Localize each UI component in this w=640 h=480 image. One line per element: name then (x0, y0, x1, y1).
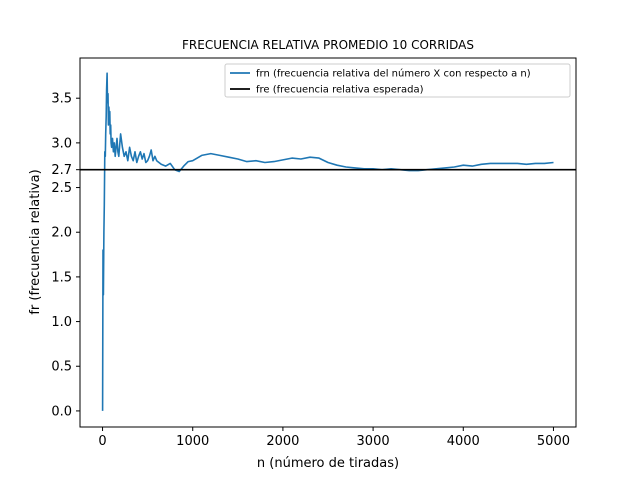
y-tick-label: 1.0 (51, 315, 72, 330)
y-tick-label: 2.5 (51, 181, 72, 196)
x-tick-label: 5000 (537, 434, 570, 449)
y-axis-label: fr (frecuencia relativa) (28, 169, 43, 314)
y-tick-label: 3.5 (51, 92, 72, 107)
y-tick-label: 3.0 (51, 136, 72, 151)
plot-area (80, 72, 576, 411)
y-axis-ticks: 0.0 0.5 1.0 1.5 2.0 2.5 2.7 3.0 3.5 (51, 92, 80, 419)
legend-label: frn (frecuencia relativa del número X co… (256, 68, 531, 80)
legend: frn (frecuencia relativa del número X co… (224, 63, 571, 98)
x-tick-label: 0 (98, 434, 106, 449)
chart-title: FRECUENCIA RELATIVA PROMEDIO 10 CORRIDAS (182, 38, 474, 52)
y-tick-label: 0.5 (51, 360, 72, 375)
x-axis-ticks: 0 1000 2000 3000 4000 5000 (98, 427, 570, 449)
y-tick-label: 0.0 (51, 404, 72, 419)
y-tick-label: 2.7 (51, 163, 72, 178)
legend-label: fre (frecuencia relativa esperada) (256, 85, 424, 96)
axes-frame (79, 57, 577, 428)
x-tick-label: 1000 (176, 434, 209, 449)
x-axis-label: n (número de tiradas) (257, 456, 399, 471)
legend-box (224, 63, 571, 98)
legend-item: fre (frecuencia relativa esperada) (230, 85, 424, 96)
legend-item: frn (frecuencia relativa del número X co… (230, 68, 531, 80)
y-tick-label: 2.0 (51, 226, 72, 241)
x-tick-label: 3000 (357, 434, 390, 449)
x-tick-label: 2000 (266, 434, 299, 449)
series-line-frn (101, 72, 554, 411)
y-tick-label: 1.5 (51, 270, 72, 285)
x-tick-label: 4000 (447, 434, 480, 449)
